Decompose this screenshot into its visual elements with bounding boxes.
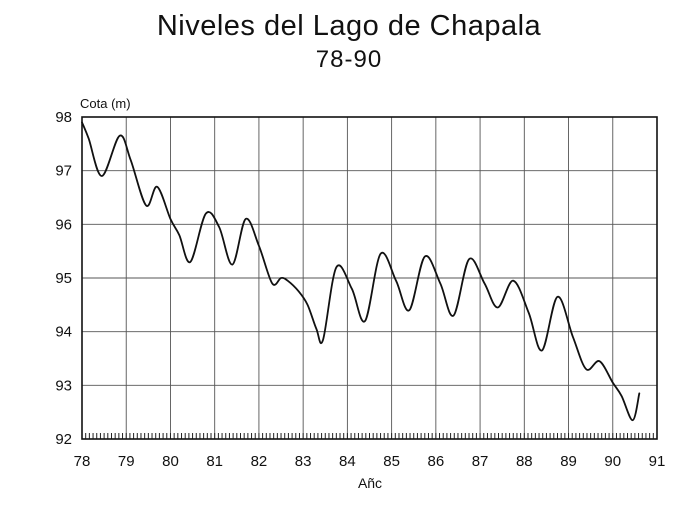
chart-subtitle: 78-90 bbox=[315, 46, 383, 73]
y-tick-label: 95 bbox=[55, 270, 72, 287]
minor-ticks bbox=[81, 433, 658, 439]
y-tick-label: 94 bbox=[55, 324, 72, 341]
y-tick-label: 92 bbox=[55, 431, 72, 448]
x-tick-label: 79 bbox=[118, 453, 135, 470]
x-tick-label: 88 bbox=[516, 453, 533, 470]
series-layer bbox=[81, 121, 641, 422]
x-tick-label: 78 bbox=[74, 453, 91, 470]
x-tick-label: 89 bbox=[560, 453, 577, 470]
y-tick-label: 96 bbox=[55, 216, 72, 233]
y-tick-label: 98 bbox=[55, 109, 72, 126]
x-axis-title: Añc bbox=[358, 475, 382, 491]
y-tick-label: 97 bbox=[55, 163, 72, 180]
y-axis-title: Cota (m) bbox=[80, 96, 131, 111]
x-tick-label: 87 bbox=[472, 453, 489, 470]
x-tick-label: 90 bbox=[604, 453, 621, 470]
plot-frame bbox=[81, 116, 658, 440]
x-tick-label: 86 bbox=[428, 453, 445, 470]
x-tick-label: 82 bbox=[251, 453, 268, 470]
x-tick-label: 81 bbox=[206, 453, 223, 470]
chart-title: Niveles del Lago de Chapala bbox=[156, 10, 542, 42]
x-minor-ticks bbox=[81, 433, 658, 439]
x-tick-label: 84 bbox=[339, 453, 356, 470]
x-tick-label: 83 bbox=[295, 453, 312, 470]
x-tick-label: 80 bbox=[162, 453, 179, 470]
x-tick-label: 85 bbox=[383, 453, 400, 470]
series-line bbox=[81, 121, 641, 422]
tick-labels: 78 79 80 81 82 83 84 85 86 87 88 89 90 91 92 93 94 95 96 97… bbox=[55, 109, 665, 470]
y-tick-label: 93 bbox=[55, 377, 72, 394]
grid bbox=[81, 116, 658, 440]
x-tick-label: 91 bbox=[649, 453, 666, 470]
